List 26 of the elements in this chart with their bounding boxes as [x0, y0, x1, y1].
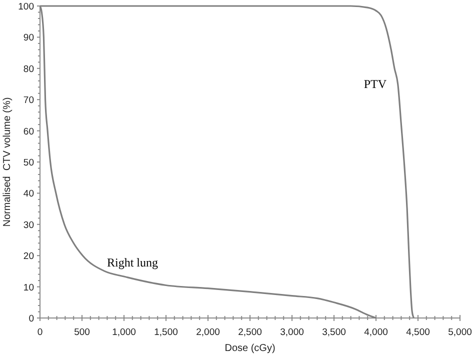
y-tick-label: 40: [23, 188, 34, 200]
y-tick-label: 100: [18, 2, 34, 12]
x-axis-title: Dose (cGy): [224, 343, 276, 354]
x-tick-label: 1,500: [154, 327, 178, 338]
series-label: Right lung: [107, 256, 158, 270]
y-tick-label: 50: [23, 158, 34, 168]
y-tick-label: 60: [23, 126, 34, 138]
y-tick-label: 30: [23, 220, 34, 231]
x-tick-label: 1,000: [112, 327, 136, 338]
x-tick-label: 500: [74, 327, 90, 338]
series-label: PTV: [364, 77, 387, 91]
y-tick-label: 90: [23, 32, 34, 44]
x-tick-label: 3,000: [280, 327, 304, 338]
x-tick-label: 3,500: [322, 327, 346, 338]
x-tick-label: 2,500: [238, 327, 262, 338]
y-tick-label: 80: [23, 64, 34, 75]
y-tick-label: 20: [23, 251, 34, 262]
y-axis-title: Normalised CTV volume (%): [2, 97, 13, 227]
x-tick-label: 0: [37, 327, 43, 338]
y-tick-label: 10: [23, 282, 34, 294]
y-tick-label: 70: [23, 95, 34, 106]
x-tick-label: 4,000: [364, 327, 388, 338]
y-tick-label: 0: [28, 314, 34, 324]
x-tick-label: 5,000: [448, 327, 472, 338]
x-tick-label: 2,000: [196, 327, 220, 338]
x-tick-label: 4,500: [406, 327, 430, 338]
